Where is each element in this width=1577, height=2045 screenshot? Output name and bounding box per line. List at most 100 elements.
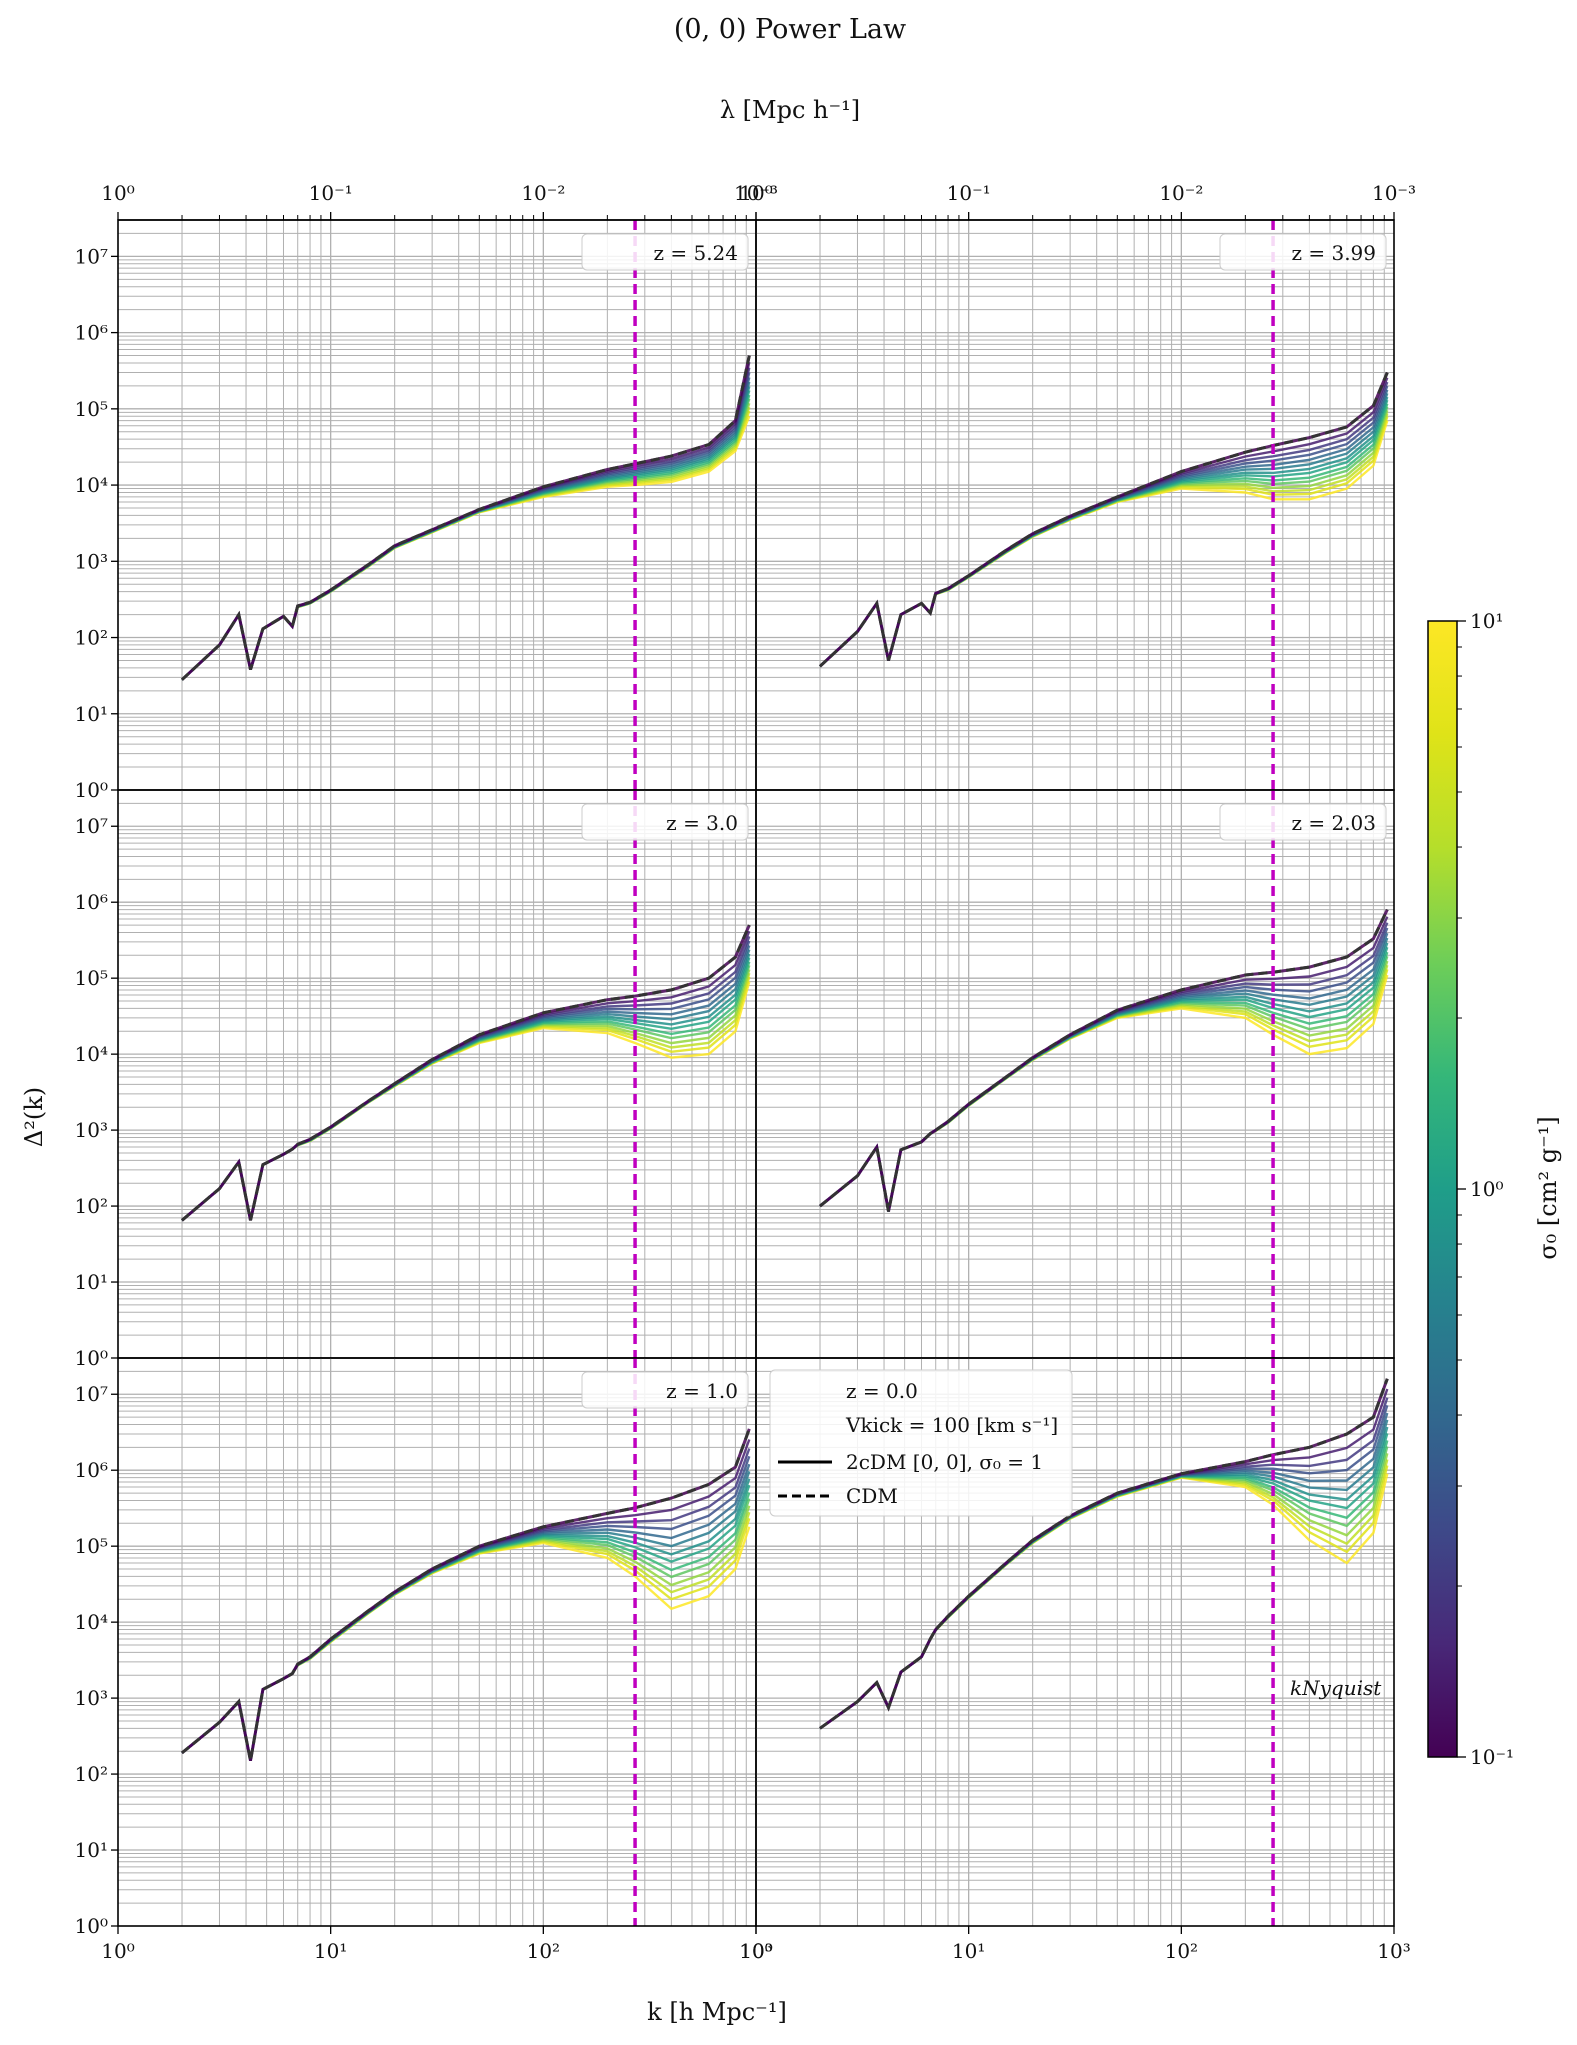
y-tick-label: 10⁴ [75, 473, 108, 497]
top-tick-label: 10⁻³ [734, 181, 778, 205]
y-tick-label: 10⁰ [75, 778, 108, 802]
panel-frame [755, 789, 1395, 1359]
grid [118, 790, 756, 1358]
colorbar-tick-label: 10¹ [1470, 609, 1503, 633]
series-cdm [181, 924, 751, 1222]
y-tick-label: 10² [75, 626, 108, 650]
top-tick-label: 10⁻¹ [309, 181, 353, 205]
z-label-box [1219, 803, 1387, 841]
top-tick-label: 10⁻² [521, 181, 565, 205]
x-tick-label: 10² [527, 1939, 560, 1963]
z-label-box [581, 1371, 749, 1409]
z-label-text: z = 2.03 [1291, 811, 1376, 835]
y-tick-label: 10² [75, 1762, 108, 1786]
panel-6 [755, 1357, 1395, 1927]
panel-frame [755, 1357, 1395, 1927]
legend-entry-2cdm: 2cDM [0, 0], σ₀ = 1 [846, 1450, 1043, 1474]
curves [180, 355, 751, 681]
z-label: z = 2.03 [1219, 803, 1387, 841]
z-label: z = 3.99 [1219, 233, 1387, 271]
y-tick-label: 10³ [75, 1118, 108, 1142]
y-tick-label: 10⁶ [75, 890, 108, 914]
panel-1: 10⁰ 10¹ 10² 10³ 10⁴ 10⁵ 10⁶ 10⁷ z = 5.24 [75, 219, 757, 802]
x-tick-label: 10³ [1377, 1939, 1410, 1963]
grid [118, 220, 756, 790]
top-tick-label: 10⁻¹ [947, 181, 991, 205]
y-tick-label: 10⁶ [75, 321, 108, 345]
panel-4: z = 2.03 [755, 789, 1395, 1359]
series-cdm [180, 355, 751, 681]
x-axis-label: k [h Mpc⁻¹] [647, 1998, 787, 2026]
y-tick-label: 10⁰ [75, 1346, 108, 1370]
legend-vkick: Vkick = 100 [km s⁻¹] [845, 1413, 1058, 1437]
x-tick-label: 10¹ [952, 1939, 985, 1963]
y-axis-label: Δ²(k) [20, 1087, 48, 1147]
y-tick-label: 10⁶ [75, 1458, 108, 1482]
grid [756, 1358, 1394, 1926]
curves [819, 1378, 1389, 1730]
series-cdm [818, 371, 1389, 668]
top-axis-label: λ [Mpc h⁻¹] [720, 96, 860, 124]
series-cdm [181, 1428, 751, 1761]
legend: z = 0.0 Vkick = 100 [km s⁻¹] 2cDM [0, 0]… [769, 1369, 1073, 1517]
x-tick-label: 10¹ [314, 1939, 347, 1963]
y-tick-label: 10⁷ [75, 1382, 108, 1406]
y-ticks: 10⁰ 10¹ 10² 10³ 10⁴ 10⁵ 10⁶ 10⁷ [75, 1382, 118, 1938]
legend-box [769, 1369, 1073, 1517]
z-label-text: z = 3.99 [1291, 241, 1376, 265]
grid [756, 790, 1394, 1358]
panel-5: 10⁰ 10¹ 10² 10³ 10⁴ 10⁵ 10⁶ 10⁷ z = 1.0 [75, 1357, 757, 1938]
z-label-box [1219, 233, 1387, 271]
y-tick-label: 10⁷ [75, 814, 108, 838]
curves [819, 908, 1389, 1212]
y-tick-label: 10¹ [75, 1838, 108, 1862]
x-tick-label: 10⁰ [101, 1939, 134, 1963]
colorbar: 10⁻¹ 10⁰ 10¹ [1427, 609, 1514, 1769]
top-tick-label: 10⁰ [101, 181, 134, 205]
y-tick-label: 10¹ [75, 1270, 108, 1294]
y-tick-label: 10¹ [75, 702, 108, 726]
figure-title: (0, 0) Power Law [674, 14, 906, 45]
z-label: z = 5.24 [581, 233, 749, 271]
y-ticks: 10⁰ 10¹ 10² 10³ 10⁴ 10⁵ 10⁶ 10⁷ [75, 814, 118, 1370]
y-tick-label: 10⁵ [75, 1534, 108, 1558]
colorbar-gradient [1427, 620, 1458, 1758]
y-tick-label: 10⁵ [75, 966, 108, 990]
panel-frame [755, 219, 1395, 791]
colorbar-label: σ₀ [cm² g⁻¹] [1534, 1116, 1562, 1259]
grid [756, 220, 1394, 790]
series-cdm [819, 908, 1389, 1212]
z-label-box [581, 803, 749, 841]
panels-area: 10⁰ 10¹ 10² 10³ 10⁴ 10⁵ 10⁶ 10⁷ z = 5.24 z = 3.99… [75, 219, 1395, 1938]
series-cdm [819, 1378, 1389, 1730]
panel-frame [117, 789, 757, 1359]
top-tick-label: 10⁻² [1159, 181, 1203, 205]
panel-3: 10⁰ 10¹ 10² 10³ 10⁴ 10⁵ 10⁶ 10⁷ z = 3.0 [75, 789, 757, 1370]
y-tick-label: 10⁴ [75, 1610, 108, 1634]
panel-frame [117, 219, 757, 791]
x-tick-label: 10² [1165, 1939, 1198, 1963]
z-label: z = 1.0 [581, 1371, 749, 1409]
x-tick-label: 10³ [739, 1939, 772, 1963]
y-tick-label: 10⁰ [75, 1914, 108, 1938]
curves [818, 371, 1389, 668]
y-ticks: 10⁰ 10¹ 10² 10³ 10⁴ 10⁵ 10⁶ 10⁷ [75, 244, 118, 802]
y-tick-label: 10² [75, 1194, 108, 1218]
z-label-text: z = 1.0 [666, 1379, 738, 1403]
top-tick-label: 10⁻³ [1372, 181, 1416, 205]
curves [181, 924, 751, 1222]
z-label-text: z = 3.0 [666, 811, 738, 835]
y-tick-label: 10⁵ [75, 397, 108, 421]
y-tick-label: 10⁴ [75, 1042, 108, 1066]
x-tick-label: 10⁰ [739, 1939, 772, 1963]
panel-2: z = 3.99 [755, 219, 1395, 791]
top-tick-label: 10⁰ [739, 181, 772, 205]
legend-entry-cdm: CDM [846, 1484, 898, 1508]
z-label: z = 3.0 [581, 803, 749, 841]
grid [118, 1358, 756, 1926]
y-tick-label: 10³ [75, 1686, 108, 1710]
nyquist-label: kNyquist [1290, 1676, 1382, 1700]
colorbar-tick-label: 10⁻¹ [1470, 1745, 1514, 1769]
